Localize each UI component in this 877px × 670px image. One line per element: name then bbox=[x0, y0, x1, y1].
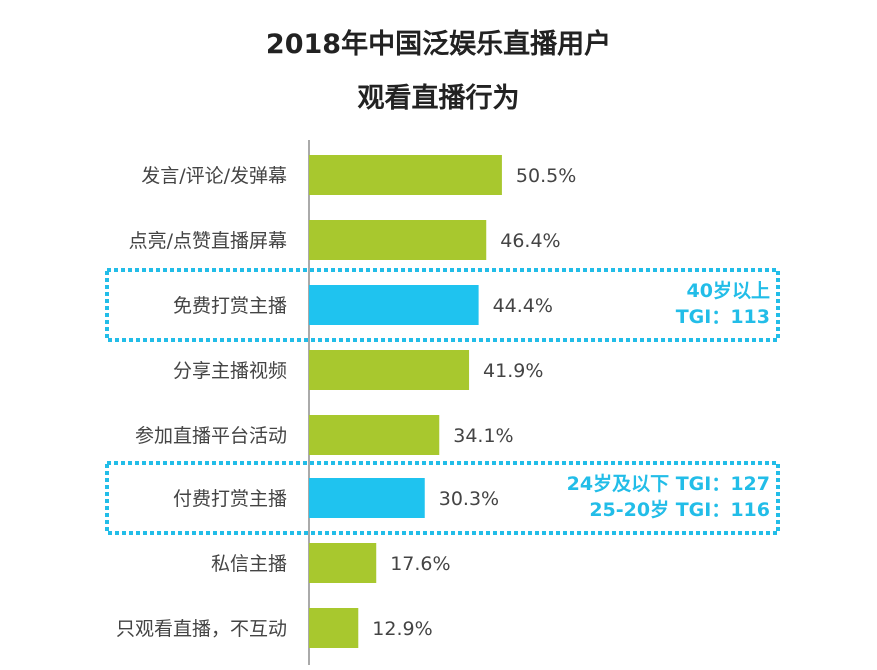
category-label: 付费打赏主播 bbox=[173, 488, 287, 510]
bar-6 bbox=[309, 478, 425, 518]
category-label: 免费打赏主播 bbox=[173, 295, 287, 317]
value-label: 30.3% bbox=[439, 488, 499, 510]
bar-2 bbox=[309, 220, 487, 260]
value-label: 50.5% bbox=[516, 165, 576, 187]
category-label: 只观看直播，不互动 bbox=[116, 618, 287, 640]
chart-title-line1: 2018年中国泛娱乐直播用户 bbox=[265, 29, 612, 60]
category-label: 分享主播视频 bbox=[173, 360, 287, 382]
value-label: 44.4% bbox=[493, 295, 553, 317]
value-label: 46.4% bbox=[500, 230, 560, 252]
bar-8 bbox=[309, 608, 359, 648]
category-label: 私信主播 bbox=[211, 553, 287, 575]
annotation-text: 25-20岁 TGI：116 bbox=[589, 498, 770, 521]
value-label: 12.9% bbox=[372, 618, 432, 640]
annotation-text: TGI：113 bbox=[676, 306, 770, 328]
bar-7 bbox=[309, 543, 377, 583]
category-label: 点亮/点赞直播屏幕 bbox=[129, 230, 287, 252]
bar-1 bbox=[309, 155, 502, 195]
annotation-text: 24岁及以下 TGI：127 bbox=[567, 472, 770, 495]
annotation-text: 40岁以上 bbox=[687, 279, 770, 302]
category-label: 发言/评论/发弹幕 bbox=[141, 165, 287, 187]
bar-5 bbox=[309, 415, 440, 455]
bar-4 bbox=[309, 350, 470, 390]
bar-3 bbox=[309, 285, 479, 325]
value-label: 41.9% bbox=[483, 360, 543, 382]
value-label: 17.6% bbox=[390, 553, 450, 575]
chart-title-line2: 观看直播行为 bbox=[357, 83, 520, 114]
category-label: 参加直播平台活动 bbox=[135, 425, 287, 447]
value-label: 34.1% bbox=[453, 425, 513, 447]
